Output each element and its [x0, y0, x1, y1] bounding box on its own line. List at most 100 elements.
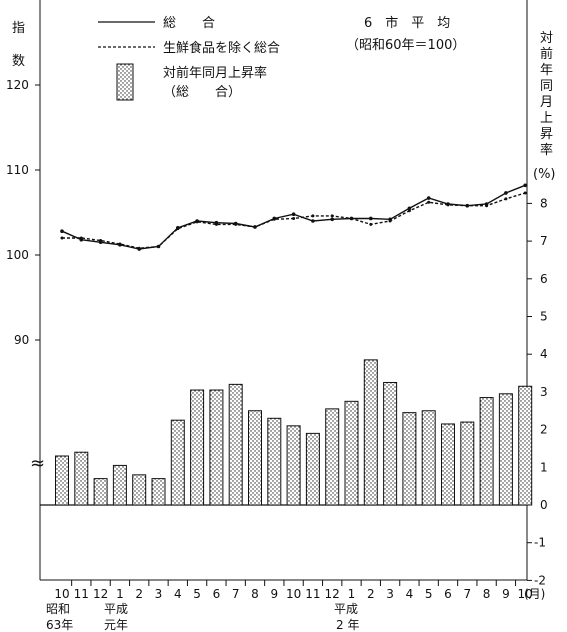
- total-index-point: [330, 217, 335, 222]
- x-tick-label: 2: [135, 587, 143, 601]
- x-tick-label: 10: [54, 587, 69, 601]
- x-tick-label: 2: [367, 587, 375, 601]
- right-tick-label: 8: [540, 196, 548, 210]
- era-label-heisei2-1: 平成: [334, 602, 358, 616]
- total-index-point: [291, 212, 296, 216]
- rate-bar: [74, 451, 89, 506]
- core-index-point: [79, 236, 83, 240]
- core-index-point: [214, 222, 218, 226]
- core-index-point: [446, 203, 450, 207]
- x-tick-label: 9: [502, 587, 510, 601]
- x-tick-label: 10: [286, 587, 301, 601]
- svg-text:昇: 昇: [540, 127, 553, 142]
- chart-subtitle: （昭和60年＝100）: [346, 38, 465, 53]
- svg-text:対: 対: [540, 31, 553, 46]
- x-tick-label: 12: [93, 587, 108, 601]
- rate-bar: [441, 423, 455, 506]
- svg-text:上: 上: [540, 111, 553, 126]
- right-tick-label: 1: [540, 460, 548, 474]
- core-index-point: [465, 204, 469, 208]
- left-axis-label-2: 数: [12, 54, 25, 69]
- core-index-point: [369, 222, 373, 226]
- total-index-point: [369, 216, 373, 221]
- x-tick-label: 11: [305, 587, 320, 601]
- rate-bar: [402, 412, 417, 506]
- left-tick-label: 100: [6, 248, 29, 262]
- x-tick-label: 12: [325, 587, 340, 601]
- x-tick-label: 1: [116, 587, 124, 601]
- legend: 総 合 生鮮食品を除く総合 対前年同月上昇率 （総 合）: [98, 16, 280, 101]
- x-tick-label: 7: [463, 587, 471, 601]
- svg-text:(%): (%): [533, 167, 556, 182]
- rate-bar: [209, 389, 224, 506]
- rate-bar: [479, 397, 494, 506]
- left-ticks: 120 110 100 90: [6, 78, 40, 347]
- rate-bar: [248, 410, 262, 506]
- rate-bar: [363, 359, 378, 506]
- svg-text:前: 前: [540, 46, 553, 62]
- core-index-point: [311, 214, 315, 218]
- era-label-showa-1: 昭和: [46, 602, 70, 616]
- x-tick-label: 8: [251, 587, 259, 601]
- rate-bar: [93, 478, 108, 506]
- rate-bar: [170, 419, 185, 506]
- core-index-point: [330, 214, 334, 218]
- rate-bar: [325, 408, 340, 506]
- core-index-point: [485, 204, 489, 208]
- left-tick-label: 120: [6, 78, 29, 92]
- right-ticks: 8 7 6 5 4 3 2 1 0 -1 -2: [527, 196, 548, 587]
- x-tick-label: 3: [155, 587, 163, 601]
- rate-bar: [344, 400, 359, 506]
- rate-bar: [460, 421, 475, 506]
- rate-bar: [498, 393, 513, 506]
- rate-bar: [305, 432, 320, 506]
- x-tick-label: 5: [193, 587, 201, 601]
- total-index-point: [311, 219, 315, 223]
- right-tick-label: 2: [540, 423, 548, 437]
- chart-title: 6 市 平 均: [364, 15, 450, 31]
- rate-bar: [286, 425, 301, 506]
- core-index-point: [427, 200, 431, 204]
- x-tick-label: 11: [74, 587, 89, 601]
- x-tick-label: 9: [270, 587, 278, 601]
- right-tick-label: -2: [534, 573, 546, 587]
- core-index-point: [195, 220, 199, 224]
- left-tick-label: 90: [14, 333, 29, 347]
- line-series: [60, 183, 527, 251]
- x-tick-label: 6: [444, 587, 452, 601]
- legend-label-rate-sub: （総 合）: [163, 85, 241, 100]
- core-index-point: [523, 191, 527, 195]
- core-index-line: [62, 192, 526, 249]
- core-index-point: [60, 236, 64, 240]
- axis-break-symbol: ≈: [30, 453, 45, 474]
- svg-text:年: 年: [540, 63, 553, 78]
- rate-bar: [383, 381, 398, 506]
- era-label-heisei2-2: 2 年: [336, 618, 359, 632]
- legend-bar-sample: [116, 63, 134, 101]
- rate-bar: [132, 474, 147, 506]
- rate-bar: [190, 389, 205, 506]
- x-tick-label: 1: [348, 587, 356, 601]
- x-tick-label: 8: [483, 587, 491, 601]
- rate-bar: [112, 464, 127, 506]
- core-index-point: [234, 222, 238, 226]
- x-axis-labels: 10 11 12 1 2 3 4 5 6 7 8 9 10 11 12 1 2 3 4 5 6 7 8 9 10: [54, 580, 533, 601]
- x-tick-label: 3: [386, 587, 394, 601]
- core-index-point: [99, 239, 103, 243]
- legend-label-total: 総 合: [163, 16, 215, 31]
- rate-bar: [518, 385, 533, 506]
- rate-bar: [421, 410, 436, 506]
- core-index-point: [388, 219, 392, 223]
- right-tick-label: 3: [540, 385, 548, 399]
- core-index-point: [176, 227, 180, 231]
- total-index-point: [504, 191, 508, 195]
- rate-bar: [55, 455, 69, 506]
- rate-bar: [151, 478, 166, 506]
- era-label-heisei1-2: 元年: [104, 618, 128, 632]
- core-index-point: [350, 216, 353, 220]
- right-tick-label: 4: [540, 347, 548, 361]
- core-index-point: [272, 217, 276, 221]
- x-tick-label: 7: [232, 587, 240, 601]
- x-tick-label: 10: [518, 587, 533, 601]
